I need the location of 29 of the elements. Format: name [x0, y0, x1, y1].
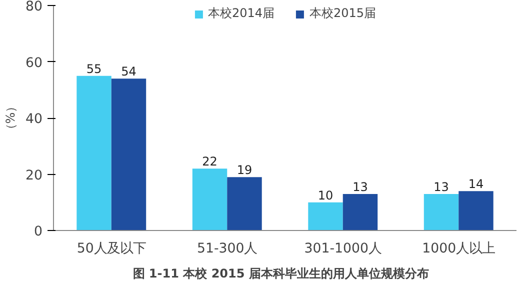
bar: [111, 78, 146, 230]
x-tick-label: 50人及以下: [76, 242, 146, 256]
bar: [458, 191, 494, 230]
bar: [424, 194, 459, 230]
y-axis-title: （%）: [4, 100, 18, 136]
bar: [308, 202, 343, 230]
legend-label: 本校2015届: [310, 5, 376, 22]
legend-label: 本校2014届: [208, 5, 274, 22]
bar: [76, 76, 112, 230]
data-label: 55: [86, 62, 102, 76]
y-tick-label: 60: [26, 56, 43, 71]
y-tick-label: 0: [34, 224, 43, 240]
data-label: 14: [468, 177, 484, 192]
y-tick-label: 80: [26, 0, 43, 14]
bar: [342, 194, 378, 230]
data-label: 13: [352, 180, 368, 194]
text: 图 1-11 本校 2015 届本科毕业生的用人单位规模分布: [132, 266, 429, 280]
y-tick-label: 20: [26, 168, 43, 184]
data-label: 22: [202, 154, 218, 169]
bar: [227, 177, 262, 230]
data-label: 10: [318, 188, 334, 202]
data-label: 19: [236, 163, 252, 178]
x-tick-label: 51-300人: [197, 242, 258, 256]
data-label: 13: [434, 180, 449, 194]
data-label: 54: [121, 64, 136, 79]
bar: [192, 168, 228, 230]
x-tick-label: 301-1000人: [304, 242, 382, 256]
x-tick-label: 1000人以上: [422, 242, 496, 256]
y-tick-label: 40: [26, 112, 43, 127]
